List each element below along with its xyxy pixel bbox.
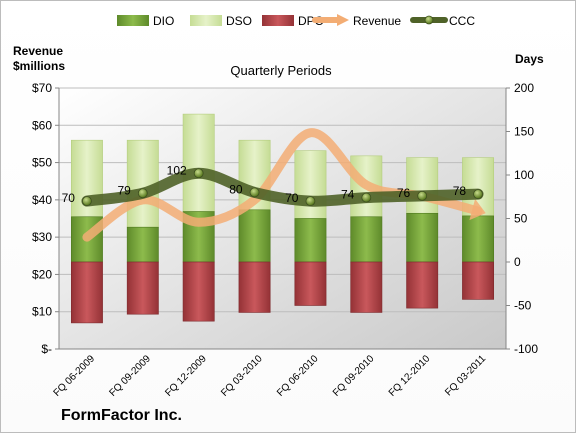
category-label: FQ 12-2010 xyxy=(387,353,433,399)
right-axis-ticks: -100 -50 0 50 100 150 200 xyxy=(506,81,538,356)
ccc-point xyxy=(361,192,372,203)
bar-dio xyxy=(462,215,495,263)
left-tick-label: $30 xyxy=(32,230,52,244)
bar-dso xyxy=(182,113,215,212)
ccc-data-label: 74 xyxy=(341,188,355,202)
bar-dpo xyxy=(294,261,327,306)
legend-item-dso: DSO xyxy=(190,14,252,28)
legend-label-ccc: CCC xyxy=(449,14,475,28)
ccc-series: 70 79 102 80 70 74 76 78 xyxy=(62,163,484,207)
ccc-point xyxy=(249,187,260,198)
bar-dpo xyxy=(238,261,271,313)
bar-dio xyxy=(126,226,159,263)
right-tick-label: 200 xyxy=(514,81,534,95)
ccc-data-label: 102 xyxy=(167,163,187,177)
revenue-arrowhead xyxy=(469,198,486,221)
legend-label-revenue: Revenue xyxy=(353,14,401,28)
bar-dio xyxy=(294,218,327,263)
left-axis-ticks: $- $10 $20 $30 $40 $50 $60 $70 xyxy=(32,81,59,356)
bar-dso xyxy=(406,157,439,214)
right-tick-label: -100 xyxy=(514,342,538,356)
axes xyxy=(58,88,507,350)
ccc-data-label: 70 xyxy=(285,191,299,205)
bar-dio xyxy=(350,216,383,263)
legend-item-dio: DIO xyxy=(117,14,174,28)
bar-dpo xyxy=(182,261,215,322)
legend: DIO DSO DPO Revenue CCC xyxy=(117,14,475,28)
ccc-point xyxy=(473,189,483,200)
category-label: FQ 12-2009 xyxy=(163,353,209,399)
left-tick-label: $40 xyxy=(32,193,52,207)
left-axis-label-line2: $millions xyxy=(13,59,65,73)
category-labels: FQ 06-2009 FQ 09-2009 FQ 12-2009 FQ 03-2010… xyxy=(52,353,489,399)
category-label: FQ 03-2011 xyxy=(443,353,488,398)
ccc-data-label: 78 xyxy=(453,184,467,198)
bar-dso xyxy=(294,150,327,219)
left-tick-label: $10 xyxy=(32,305,52,319)
legend-label-dio: DIO xyxy=(153,14,174,28)
company-name: FormFactor Inc. xyxy=(61,407,182,424)
legend-item-ccc: CCC xyxy=(410,14,475,28)
bar-dpo xyxy=(350,261,383,313)
left-tick-label: $50 xyxy=(32,156,52,170)
right-tick-label: 50 xyxy=(514,212,528,226)
right-tick-label: 150 xyxy=(514,125,534,139)
legend-item-revenue: Revenue xyxy=(312,14,401,28)
left-axis-label-line1: Revenue xyxy=(13,44,63,58)
right-tick-label: -50 xyxy=(514,299,532,313)
bar-dpo xyxy=(462,261,495,300)
category-label: FQ 09-2009 xyxy=(107,353,153,399)
ccc-point xyxy=(305,196,316,207)
bar-dpo xyxy=(70,261,103,324)
ccc-data-label: 79 xyxy=(117,183,131,197)
left-tick-label: $- xyxy=(41,342,52,356)
ccc-point xyxy=(82,196,92,207)
left-tick-label: $60 xyxy=(32,118,52,132)
ccc-point xyxy=(193,168,204,179)
category-label: FQ 06-2010 xyxy=(275,353,321,399)
bar-dio xyxy=(238,209,271,263)
legend-label-dso: DSO xyxy=(226,14,252,28)
category-label: FQ 03-2010 xyxy=(219,353,265,399)
ccc-data-label: 70 xyxy=(62,191,76,205)
category-label: FQ 06-2009 xyxy=(52,353,98,399)
chart-title: Quarterly Periods xyxy=(230,63,332,78)
bar-dpo xyxy=(406,261,439,309)
ccc-data-label: 76 xyxy=(397,186,411,200)
ccc-data-label: 80 xyxy=(229,182,243,196)
left-tick-label: $70 xyxy=(32,81,52,95)
right-tick-label: 0 xyxy=(514,255,521,269)
bar-dio xyxy=(406,212,439,263)
ccc-point xyxy=(137,188,148,199)
bar-dpo xyxy=(126,261,159,315)
right-axis-label: Days xyxy=(515,52,544,66)
bars xyxy=(70,113,495,324)
left-tick-label: $20 xyxy=(32,267,52,281)
category-label: FQ 09-2010 xyxy=(331,353,377,399)
plot-area xyxy=(59,88,506,349)
right-tick-label: 100 xyxy=(514,168,534,182)
ccc-point xyxy=(417,190,428,201)
